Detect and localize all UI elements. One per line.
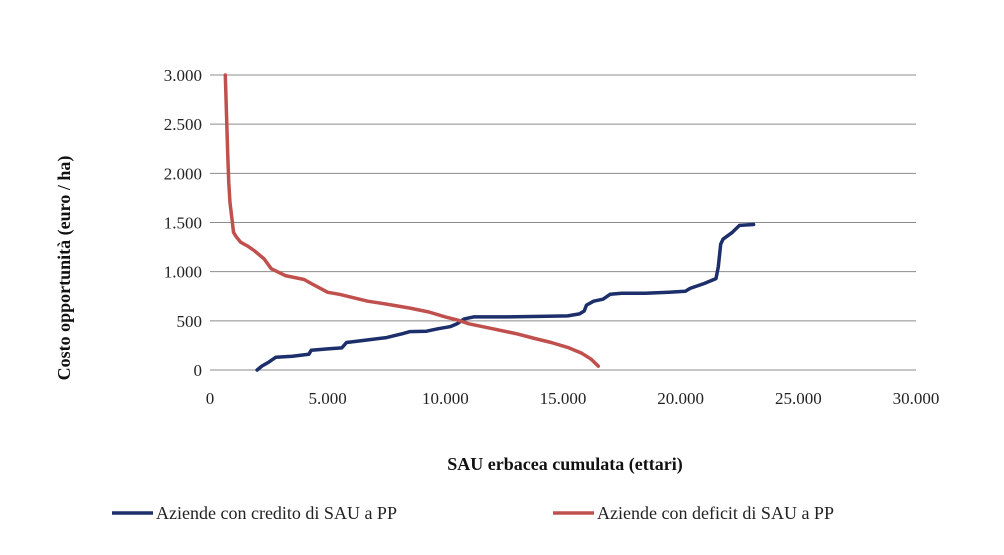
- y-tick-label: 1.000: [164, 263, 202, 282]
- y-axis-ticks: 0 500 1.000 1.500 2.000 2.500 3.000: [164, 66, 202, 380]
- y-tick-label: 3.000: [164, 66, 202, 85]
- series-line-deficit: [223, 73, 601, 368]
- x-tick-label: 10.000: [422, 389, 469, 408]
- series-line-credito: [255, 222, 756, 372]
- series-lines: [223, 73, 756, 372]
- y-tick-label: 1.500: [164, 214, 202, 233]
- legend: Aziende con credito di SAU a PP Aziende …: [112, 503, 834, 523]
- y-tick-label: 2.500: [164, 115, 202, 134]
- y-tick-label: 500: [177, 312, 203, 331]
- x-tick-label: 20.000: [657, 389, 704, 408]
- x-tick-label: 5.000: [309, 389, 347, 408]
- legend-label-credito: Aziende con credito di SAU a PP: [156, 503, 397, 523]
- x-axis-title: SAU erbacea cumulata (ettari): [447, 454, 682, 475]
- legend-label-deficit: Aziende con deficit di SAU a PP: [597, 503, 834, 523]
- x-tick-label: 30.000: [893, 389, 940, 408]
- y-axis-title: Costo opportunità (euro / ha): [54, 156, 75, 381]
- y-tick-label: 0: [194, 361, 203, 380]
- gridlines: [210, 74, 916, 371]
- x-tick-label: 25.000: [775, 389, 822, 408]
- x-tick-label: 0: [206, 389, 215, 408]
- y-tick-label: 2.000: [164, 164, 202, 183]
- x-tick-label: 15.000: [540, 389, 587, 408]
- x-axis-ticks: 0 5.000 10.000 15.000 20.000 25.000 30.000: [206, 389, 940, 408]
